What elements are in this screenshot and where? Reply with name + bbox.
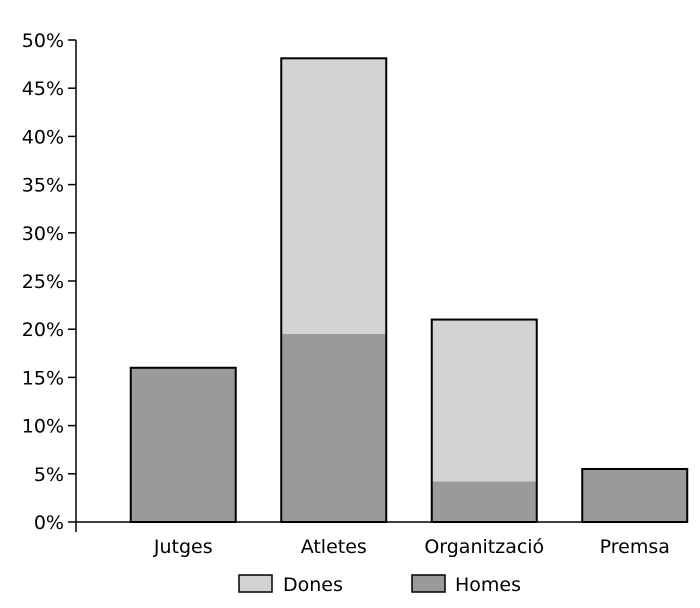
y-tick-label: 0% <box>34 512 64 534</box>
y-tick-label: 30% <box>22 223 64 245</box>
y-tick-label: 40% <box>22 126 64 148</box>
bar-homes-1 <box>281 334 387 522</box>
y-tick-label: 50% <box>22 30 64 52</box>
x-tick-label: Organització <box>424 536 544 558</box>
bar-outline-0 <box>129 366 237 524</box>
x-tick-label: Premsa <box>600 536 670 558</box>
y-tick-label: 15% <box>22 367 64 389</box>
legend-swatch-dones <box>238 574 273 593</box>
x-axis: Jutges Atletes Organització Premsa <box>76 521 686 558</box>
legend-swatch-homes <box>411 574 446 593</box>
bar-homes-3 <box>582 468 688 522</box>
y-tick-label: 10% <box>22 416 64 438</box>
y-tick-label: 20% <box>22 319 64 341</box>
x-tick-label: Jutges <box>153 536 213 558</box>
legend-label-dones: Dones <box>283 574 343 596</box>
y-tick-label: 25% <box>22 271 64 293</box>
bar-outline-2 <box>430 318 538 523</box>
bar-outline-1 <box>280 57 388 523</box>
bar-homes-0 <box>130 367 236 522</box>
y-axis: 0% 5% 10% 15% 20% 25% 30% 35% 40% 45% 50% <box>22 30 77 534</box>
bar-dones-2 <box>431 319 537 482</box>
y-tick-label: 35% <box>22 175 64 197</box>
bar-homes-2 <box>431 481 537 522</box>
legend-label-homes: Homes <box>455 574 521 596</box>
bar-dones-1 <box>281 58 387 335</box>
y-tick-label: 5% <box>34 464 64 486</box>
legend: Dones Homes <box>238 574 521 596</box>
x-tick-label: Atletes <box>301 536 367 558</box>
y-tick-label: 45% <box>22 78 64 100</box>
bar-outline-3 <box>581 467 689 524</box>
bars <box>129 57 689 524</box>
